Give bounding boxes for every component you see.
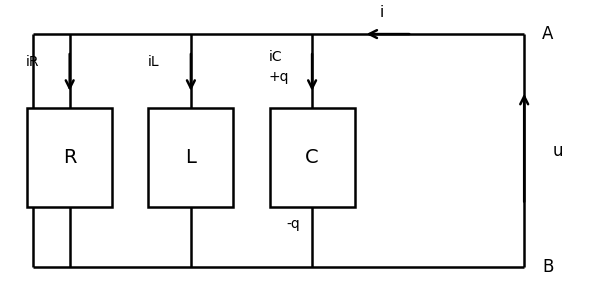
Text: iL: iL [147,55,159,70]
Text: A: A [542,25,554,43]
Text: -q: -q [286,217,300,231]
Text: iC: iC [268,50,282,64]
Text: B: B [542,258,554,276]
Text: u: u [552,141,563,160]
Text: L: L [185,148,196,167]
Bar [148,108,233,207]
Text: +q: +q [268,70,289,84]
Text: C: C [305,148,319,167]
Text: R: R [63,148,76,167]
Text: i: i [379,5,384,20]
Bar [27,108,112,207]
Text: iR: iR [25,55,39,70]
Bar [270,108,355,207]
